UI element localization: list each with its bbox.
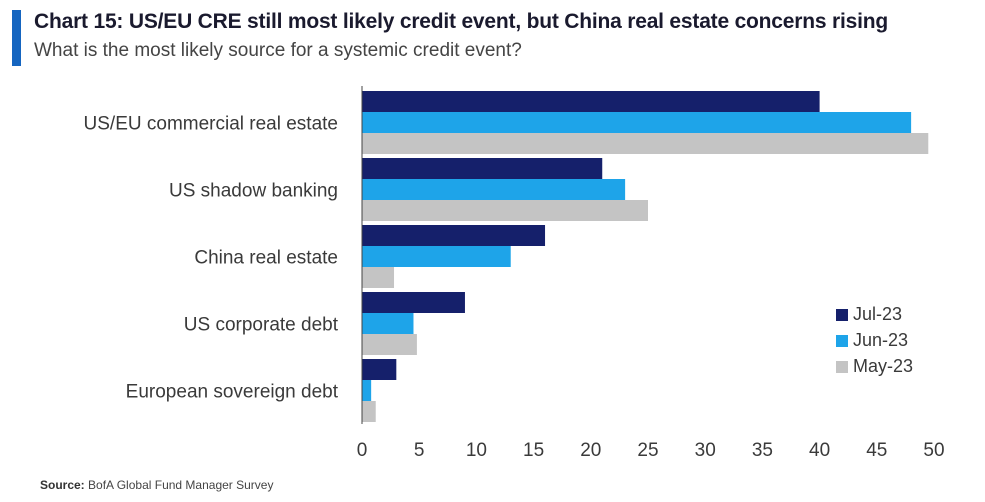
bar-chart: US/EU commercial real estate US shadow ba… [84,86,945,461]
bar-jun-23-4 [362,380,372,401]
title-accent-bar [12,10,21,66]
legend-label: Jul-23 [853,304,902,324]
bar-jul-23-1 [362,158,603,179]
legend-swatch-jun-23 [836,335,848,347]
bar-jul-23-2 [362,225,546,246]
x-tick-label: 45 [866,440,887,461]
x-tick-label: 20 [580,440,601,461]
bar-jun-23-3 [362,313,414,334]
x-tick-label: 15 [523,440,544,461]
x-tick-label: 5 [414,440,425,461]
x-tick-label: 10 [466,440,487,461]
category-label: US corporate debt [184,315,339,336]
category-label: European sovereign debt [126,382,339,403]
bar-may-23-4 [362,401,376,422]
x-tick-label: 25 [637,440,658,461]
chart-subtitle: What is the most likely source for a sys… [34,40,522,61]
category-label: US shadow banking [169,181,338,202]
bar-may-23-0 [362,133,929,154]
bar-jul-23-3 [362,292,465,313]
category-label: US/EU commercial real estate [84,114,338,135]
legend-label: May-23 [853,356,913,376]
bar-jun-23-2 [362,246,511,267]
bar-jun-23-1 [362,179,626,200]
bar-jun-23-0 [362,112,912,133]
x-tick-label: 50 [923,440,944,461]
x-tick-label: 30 [695,440,716,461]
bar-jul-23-4 [362,359,397,380]
bar-may-23-3 [362,334,417,355]
x-tick-label: 40 [809,440,830,461]
bar-may-23-2 [362,267,395,288]
x-tick-label: 35 [752,440,773,461]
legend-label: Jun-23 [853,330,908,350]
x-tick-label: 0 [357,440,368,461]
legend-swatch-may-23 [836,361,848,373]
bar-may-23-1 [362,200,648,221]
legend-swatch-jul-23 [836,309,848,321]
chart-title: Chart 15: US/EU CRE still most likely cr… [34,10,888,33]
bar-jul-23-0 [362,91,820,112]
source-text: BofA Global Fund Manager Survey [88,478,274,492]
source-note: Source: BofA Global Fund Manager Survey [40,478,273,492]
category-label: China real estate [194,248,338,269]
source-label: Source: [40,478,85,492]
